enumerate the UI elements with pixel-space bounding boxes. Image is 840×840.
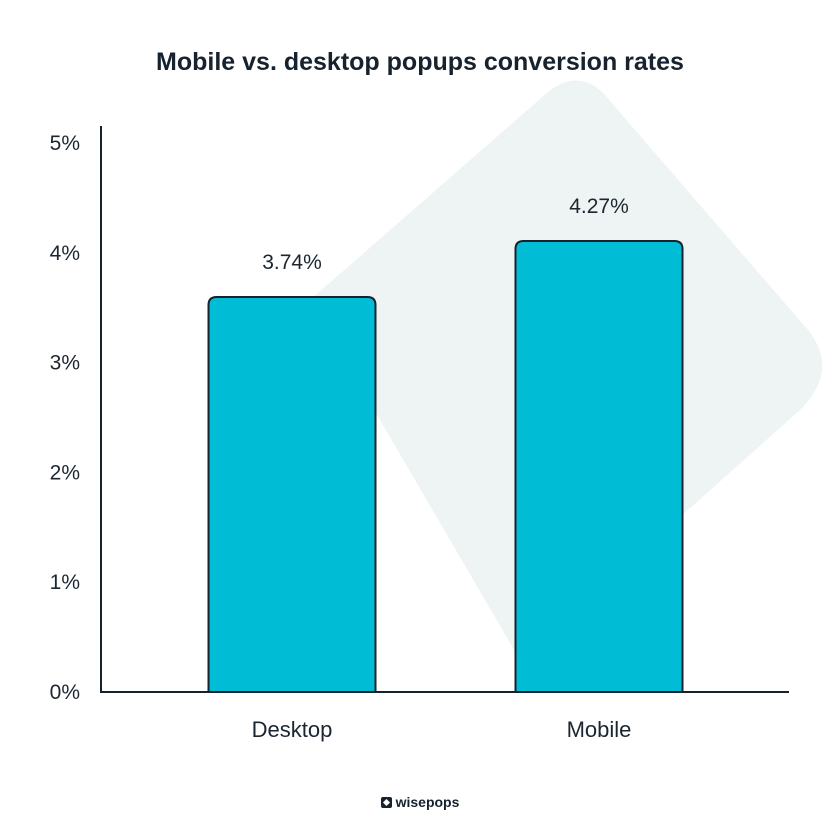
bar-desktop [207,295,377,693]
wisepops-logo-icon [380,797,392,808]
y-tick-label: 4% [50,242,80,265]
data-label: 4.27% [569,195,629,218]
y-tick-label: 5% [50,132,80,155]
data-labels: 3.74% 4.27% [262,195,629,274]
y-tick-label: 0% [50,681,80,704]
brand-logo: wisepops [0,794,840,810]
chart-title: Mobile vs. desktop popups conversion rat… [156,48,684,76]
bar-mobile [514,239,684,693]
bars-group [207,239,684,693]
brand-name: wisepops [395,794,460,810]
x-category-label: Mobile [567,717,632,742]
x-category-label: Desktop [252,717,333,742]
data-label: 3.74% [262,251,322,274]
y-tick-label: 2% [50,461,80,484]
x-axis-categories: Desktop Mobile [252,717,632,742]
y-axis-ticks: 0% 1% 2% 3% 4% 5% [50,132,80,704]
y-tick-label: 3% [50,352,80,375]
y-tick-label: 1% [50,571,80,594]
